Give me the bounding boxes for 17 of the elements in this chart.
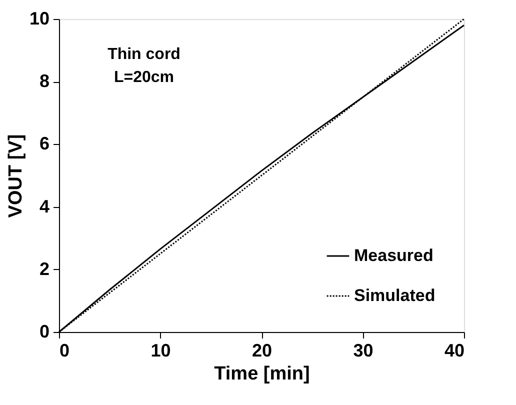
x-tick-label: 40 <box>444 340 464 360</box>
x-tick-label: 0 <box>60 340 70 360</box>
y-axis-title: VOUT [V] <box>5 134 26 218</box>
y-tick-label: 6 <box>39 134 50 154</box>
annotation: L=20cm <box>114 69 174 86</box>
x-tick-label: 10 <box>150 340 171 360</box>
x-tick-label: 20 <box>252 340 272 360</box>
x-tick-label: 30 <box>353 340 374 360</box>
y-tick-label: 8 <box>39 71 50 92</box>
y-tick-label: 0 <box>39 322 50 342</box>
annotation: Thin cord <box>108 46 180 63</box>
legend-label: Measured <box>354 246 434 265</box>
y-tick-label: 10 <box>29 8 50 28</box>
x-axis-title: Time [min] <box>214 364 310 384</box>
legend-label: Simulated <box>354 286 436 305</box>
y-tick-label: 2 <box>39 258 50 279</box>
y-tick-label: 4 <box>39 196 50 216</box>
